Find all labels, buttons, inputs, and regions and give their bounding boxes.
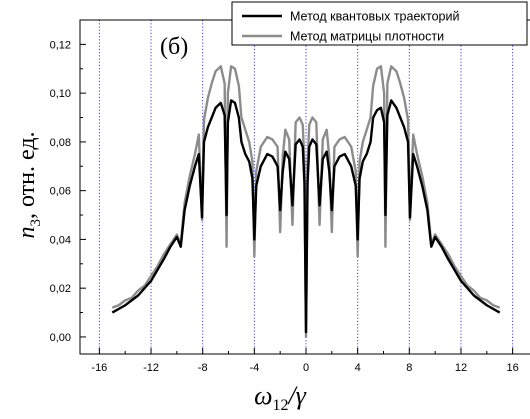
y-axis-ticks: 0,00 0,02 0,04 0,06 0,08 0,10 0,12 <box>50 39 86 344</box>
x-axis-title: ω12/γ <box>254 381 307 414</box>
x-tick-label: -12 <box>143 362 159 374</box>
legend: Метод квантовых траекторий Метод матрицы… <box>231 1 528 46</box>
series-line-quantum-trajectories <box>111 99 501 334</box>
x-tick-label: 8 <box>406 362 412 374</box>
x-axis-title-main: ω <box>254 381 272 410</box>
y-axis-title-rest: , отн. ед. <box>14 131 40 219</box>
x-axis-title-rest: /γ <box>286 381 306 410</box>
legend-label-quantum-trajectories: Метод квантовых траекторий <box>290 10 459 24</box>
legend-label-density-matrix: Метод матрицы плотности <box>290 30 444 44</box>
y-tick-label: 0,00 <box>50 332 71 344</box>
y-tick-label: 0,06 <box>50 186 71 198</box>
legend-box <box>231 1 528 46</box>
x-axis-ticks: -16 -12 -8 -4 0 4 8 12 16 <box>91 348 519 374</box>
x-tick-label: 12 <box>455 362 467 374</box>
y-axis-title-subscript: 3 <box>28 219 44 227</box>
x-axis-title-subscript: 12 <box>272 397 288 414</box>
panel-label: (б) <box>160 34 188 60</box>
x-tick-label: 16 <box>507 362 519 374</box>
y-tick-label: 0,08 <box>50 137 71 149</box>
x-tick-label: 0 <box>303 362 309 374</box>
x-tick-label: -16 <box>91 362 107 374</box>
y-tick-label: 0,10 <box>50 88 71 100</box>
y-axis-title-main: n <box>14 227 40 239</box>
y-tick-label: 0,02 <box>50 283 71 295</box>
x-tick-label: -4 <box>249 362 259 374</box>
y-axis-title: n3, отн. ед. <box>14 131 44 238</box>
series-layer <box>111 65 501 339</box>
y-tick-label: 0,12 <box>50 39 71 51</box>
y-tick-label: 0,04 <box>50 234 71 246</box>
x-tick-label: 4 <box>355 362 361 374</box>
x-tick-label: -8 <box>198 362 208 374</box>
